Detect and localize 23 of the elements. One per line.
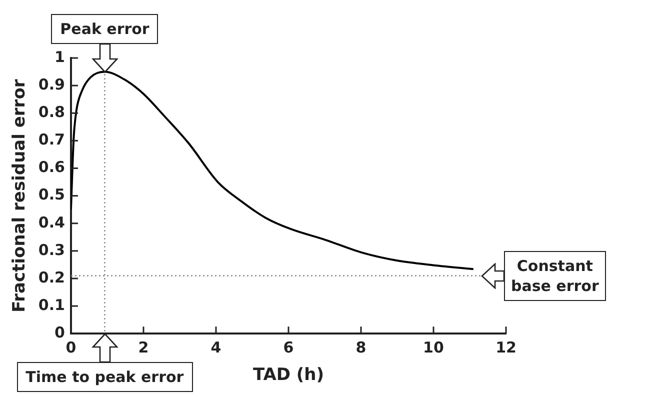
y-tick-label: 0.3 [38, 240, 65, 259]
x-tick-label: 6 [283, 338, 294, 356]
y-tick-label: 0.9 [38, 75, 65, 94]
y-tick-label: 0 [54, 323, 65, 342]
y-tick-label: 0.8 [38, 103, 65, 122]
ref-line-label: Constant base error [504, 250, 606, 301]
ref-line-label: Time to peak error [16, 362, 193, 392]
y-axis-title: Fractional residual error [10, 78, 30, 312]
x-tick-label: 8 [356, 338, 366, 356]
y-tick-label: 0.7 [38, 130, 65, 149]
y-tick-label: 0.6 [38, 158, 65, 176]
x-tick-label: 10 [423, 338, 444, 356]
x-tick-label: 12 [496, 338, 516, 356]
annotation: Peak error [51, 14, 158, 44]
x-axis-title: TAD (h) [252, 365, 324, 386]
y-tick-label: 1 [54, 48, 65, 66]
y-tick-label: 0.4 [38, 213, 65, 232]
line-series [70, 70, 474, 270]
y-tick-label: 0.1 [38, 296, 65, 314]
y-tick-label: 0.5 [38, 186, 65, 204]
x-tick-label: 4 [210, 338, 222, 356]
y-tick-label: 0.2 [38, 268, 65, 286]
x-tick-label: 2 [138, 338, 149, 356]
